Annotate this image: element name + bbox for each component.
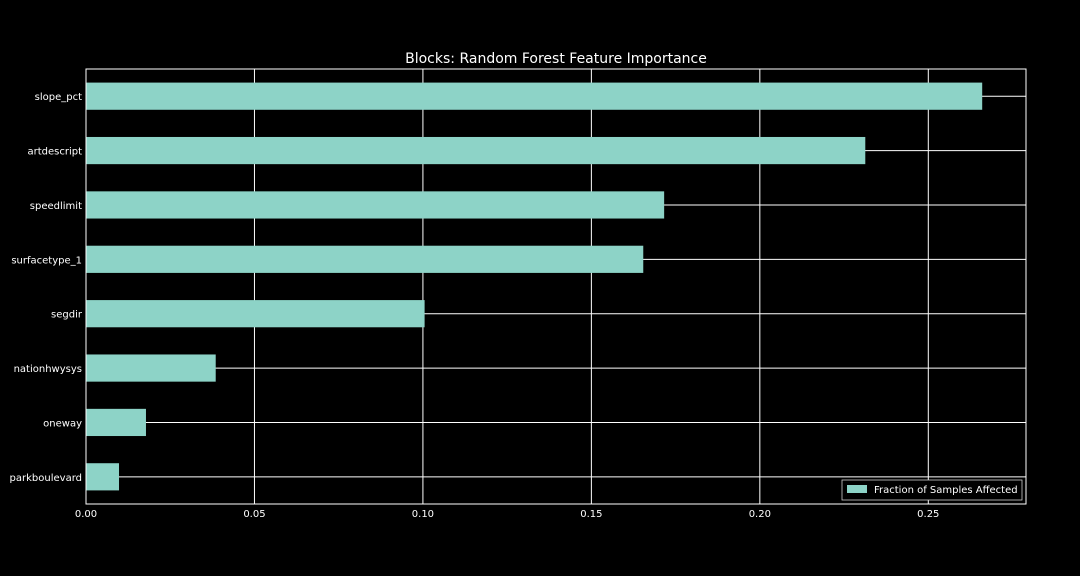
y-tick-label: parkboulevard xyxy=(10,473,82,484)
bar-speedlimit xyxy=(86,191,665,219)
y-tick-labels: slope_pct artdescript speedlimit surfacetyp… xyxy=(10,92,83,484)
x-tick-label: 0.05 xyxy=(243,509,265,520)
bar-artdescript xyxy=(86,136,866,165)
y-tick-label: nationhwysys xyxy=(14,364,82,375)
legend-box xyxy=(841,479,1023,501)
y-tick-label: artdescript xyxy=(27,147,82,158)
legend-swatch xyxy=(847,485,867,493)
bar-segdir xyxy=(86,300,425,328)
y-tick-label: segdir xyxy=(51,310,83,321)
x-tick-label: 0.25 xyxy=(917,509,939,520)
x-tick-label: 0.00 xyxy=(75,509,97,520)
x-tick-labels: 0.00 0.05 0.10 0.15 0.20 0.25 xyxy=(75,509,940,520)
plot-background xyxy=(86,69,1026,504)
bar-parkboulevard xyxy=(86,463,120,491)
chart-title: Blocks: Random Forest Feature Importance xyxy=(405,51,707,67)
y-tick-label: slope_pct xyxy=(35,92,82,103)
x-tick-label: 0.10 xyxy=(412,509,434,520)
bar-nationhwysys xyxy=(86,354,216,382)
x-tick-label: 0.20 xyxy=(749,509,771,520)
bar-oneway xyxy=(86,408,146,437)
bars xyxy=(86,82,983,491)
bar-surfacetype_1 xyxy=(86,245,644,273)
y-tick-label: oneway xyxy=(43,418,82,429)
x-tick-label: 0.15 xyxy=(580,509,602,520)
plot-frame xyxy=(85,68,1027,505)
bar-slope_pct xyxy=(86,82,983,110)
y-tick-label: speedlimit xyxy=(30,201,82,212)
y-tick-label: surfacetype_1 xyxy=(11,255,82,266)
legend-label: Fraction of Samples Affected xyxy=(874,485,1018,496)
legend: Fraction of Samples Affected xyxy=(841,479,1023,501)
